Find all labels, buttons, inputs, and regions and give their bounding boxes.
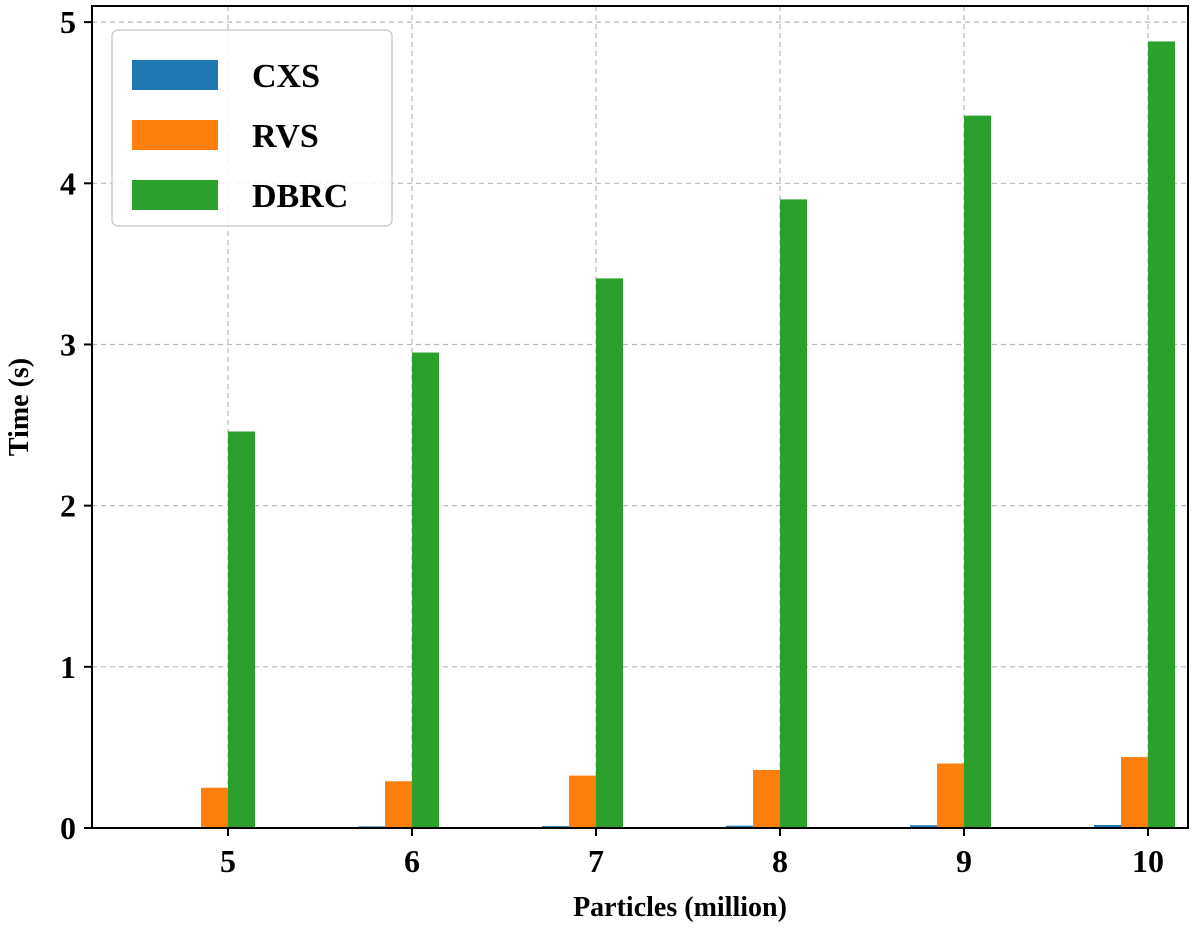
bar-rvs-10: [1121, 757, 1148, 828]
bar-rvs-8: [753, 769, 780, 828]
bar-rvs-9: [937, 763, 964, 828]
y-axis-title: Time (s): [4, 358, 35, 456]
legend: CXS RVS DBRC: [111, 29, 393, 227]
bar-dbrc-6: [412, 352, 439, 828]
y-tick-label: 4: [60, 165, 76, 201]
y-tick-label: 5: [60, 4, 76, 40]
x-tick-label: 6: [404, 843, 420, 879]
x-tick-label: 10: [1132, 843, 1164, 879]
legend-label-cxs: CXS: [252, 58, 320, 95]
y-tick-label: 1: [60, 649, 76, 685]
legend-swatch-cxs: [132, 60, 218, 90]
legend-swatch-rvs: [132, 120, 218, 150]
bar-dbrc-7: [596, 278, 623, 828]
bar-rvs-6: [385, 781, 412, 828]
bar-rvs-5: [201, 787, 228, 828]
plot-frame: [91, 5, 1189, 829]
legend-label-dbrc: DBRC: [252, 178, 348, 215]
x-tick-label: 7: [588, 843, 604, 879]
legend-label-rvs: RVS: [252, 118, 319, 155]
x-axis-title: Particles (million): [573, 892, 787, 923]
y-tick-label: 0: [60, 810, 76, 846]
y-tick-label: 3: [60, 326, 76, 362]
legend-swatch-dbrc: [132, 180, 218, 210]
x-tick-label: 8: [772, 843, 788, 879]
x-tick-label: 9: [956, 843, 972, 879]
bar-dbrc-9: [964, 115, 991, 829]
bar-dbrc-10: [1148, 41, 1175, 829]
bar-cxs-8: [726, 825, 753, 828]
bar-dbrc-5: [228, 431, 255, 828]
bars: [174, 41, 1175, 829]
y-tick-label: 2: [60, 488, 76, 524]
bar-cxs-9: [910, 825, 937, 828]
x-tick-label: 5: [220, 843, 236, 879]
bar-rvs-7: [569, 775, 596, 828]
axis-ticks: 0 1 2 3 4 5 5 6 7 8 9 10: [60, 4, 1164, 879]
bar-cxs-10: [1094, 824, 1121, 828]
bar-dbrc-8: [780, 199, 807, 829]
